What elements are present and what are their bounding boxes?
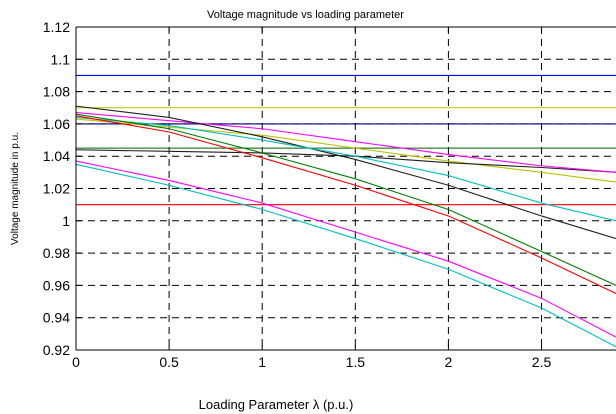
series-line-11 xyxy=(75,113,616,286)
y-tick-label: 0.96 xyxy=(43,277,70,293)
series-line-8 xyxy=(75,112,616,173)
series-line-14 xyxy=(75,163,616,348)
series-line-7 xyxy=(75,149,616,173)
chart-title: Voltage magnitude vs loading parameter xyxy=(207,9,404,21)
y-tick-label: 1.1 xyxy=(51,51,71,67)
y-tick-label: 1 xyxy=(62,213,70,229)
y-tick-label: 1.12 xyxy=(43,19,70,35)
x-axis-label: Loading Parameter λ (p.u.) xyxy=(199,397,354,412)
x-tick-label: 2 xyxy=(445,354,453,370)
series-line-13 xyxy=(75,160,616,338)
x-tick-label: 1 xyxy=(258,354,266,370)
series-line-10 xyxy=(75,116,616,222)
y-tick-label: 0.94 xyxy=(43,310,70,326)
x-tick-label: 2.5 xyxy=(532,354,552,370)
series-group xyxy=(75,74,616,348)
ticks: 0 0.5 1 1.5 2 2.5 0.92 0.94 0.96 0.98 1 1.02 1.04 1.0… xyxy=(43,19,552,370)
y-tick-label: 1.02 xyxy=(43,181,70,197)
y-axis-label: Voltage magnitude in p.u. xyxy=(10,132,21,245)
y-tick-label: 1.04 xyxy=(43,148,70,164)
x-tick-label: 1.5 xyxy=(346,354,366,370)
series-line-6 xyxy=(75,118,616,183)
series-line-9 xyxy=(75,105,616,240)
y-tick-label: 0.98 xyxy=(43,245,70,261)
x-tick-label: 0.5 xyxy=(159,354,179,370)
y-tick-label: 0.92 xyxy=(43,342,70,358)
y-tick-label: 1.08 xyxy=(43,84,70,100)
x-tick-label: 0 xyxy=(72,354,80,370)
series-line-12 xyxy=(75,115,616,294)
y-tick-label: 1.06 xyxy=(43,116,70,132)
